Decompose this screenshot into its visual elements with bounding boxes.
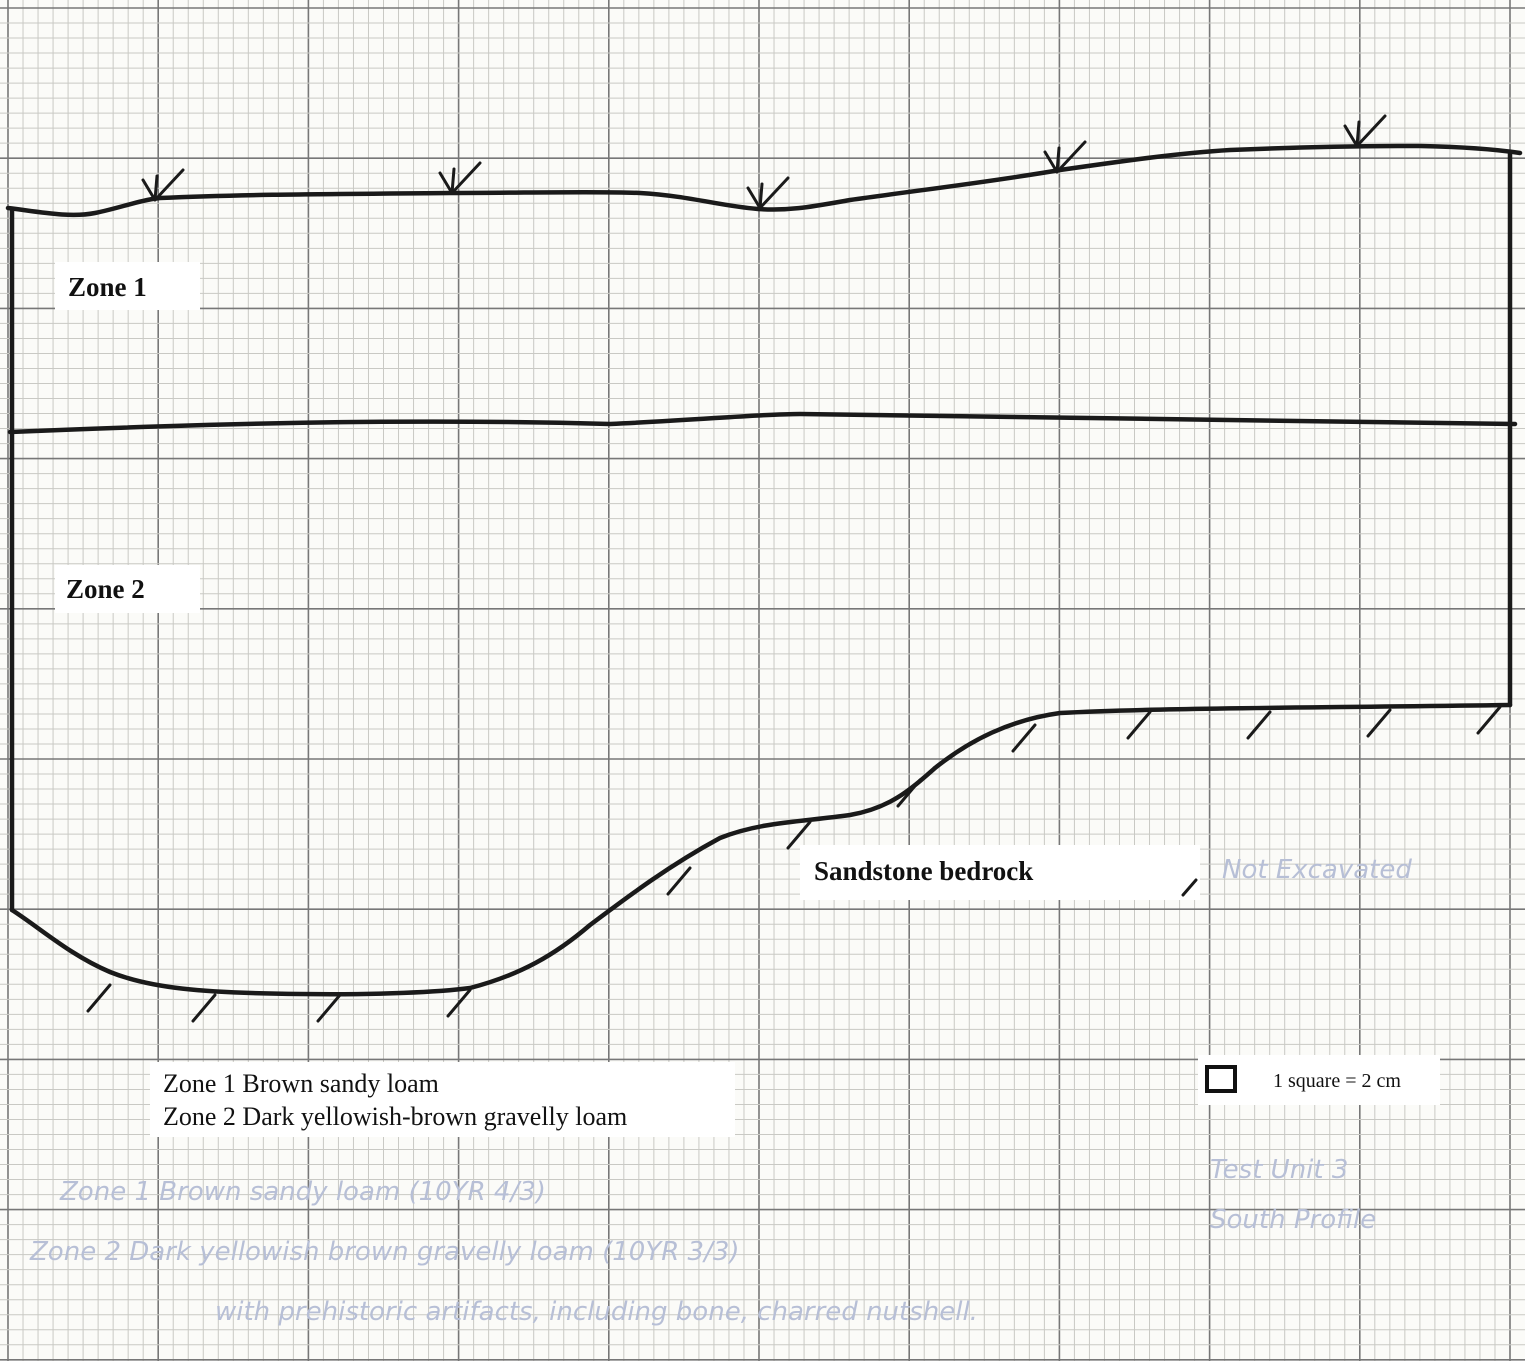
handwritten-note: with prehistoric artifacts, including bo…	[215, 1297, 978, 1327]
grass-symbol	[438, 161, 482, 195]
scale-square	[1205, 1065, 1237, 1093]
hatch	[86, 983, 112, 1013]
pointer	[1181, 878, 1198, 897]
scale-label: 1 square = 2 cm	[1273, 1070, 1401, 1092]
zone-label: Zone 2	[66, 574, 145, 604]
zone-label: Zone 1	[68, 272, 147, 302]
ground-surface	[5, 143, 1523, 218]
legend-entry: Zone 2 Dark yellowish-brown gravelly loa…	[163, 1102, 627, 1131]
legend-entry: Zone 1 Brown sandy loam	[163, 1069, 439, 1098]
bedrock-label: Sandstone bedrock	[814, 856, 1033, 886]
hatch	[1476, 705, 1502, 735]
hatch	[1246, 710, 1272, 740]
grass-symbol	[1043, 140, 1087, 174]
grass-symbol	[141, 168, 185, 202]
hatch	[666, 866, 692, 896]
profile-note: South Profile	[1210, 1205, 1376, 1235]
bedrock-hatching	[86, 705, 1502, 1023]
bedrock-surface	[9, 702, 1513, 997]
zone-boundary	[7, 411, 1518, 435]
label-patch	[800, 845, 1200, 900]
unit-note: Test Unit 3	[1210, 1155, 1348, 1185]
hatch	[446, 988, 472, 1018]
hatch	[896, 778, 922, 808]
vegetation-symbols	[141, 114, 1387, 210]
grass-symbol	[1343, 114, 1387, 148]
hatch	[1126, 710, 1152, 740]
handwritten-note: Zone 1 Brown sandy loam (10YR 4/3)	[59, 1177, 546, 1207]
grass-symbol	[746, 176, 790, 210]
not-excavated-label: Not Excavated	[1222, 855, 1412, 885]
label-patch	[55, 262, 200, 310]
hatch	[316, 993, 342, 1023]
label-patch	[150, 1062, 735, 1137]
hatch	[191, 993, 217, 1023]
hatch	[1011, 723, 1037, 753]
label-patch	[1198, 1055, 1440, 1105]
hatch	[786, 820, 812, 850]
hatch	[1366, 708, 1392, 738]
label-patch	[55, 565, 200, 613]
handwritten-note: Zone 2 Dark yellowish brown gravelly loa…	[29, 1237, 740, 1267]
